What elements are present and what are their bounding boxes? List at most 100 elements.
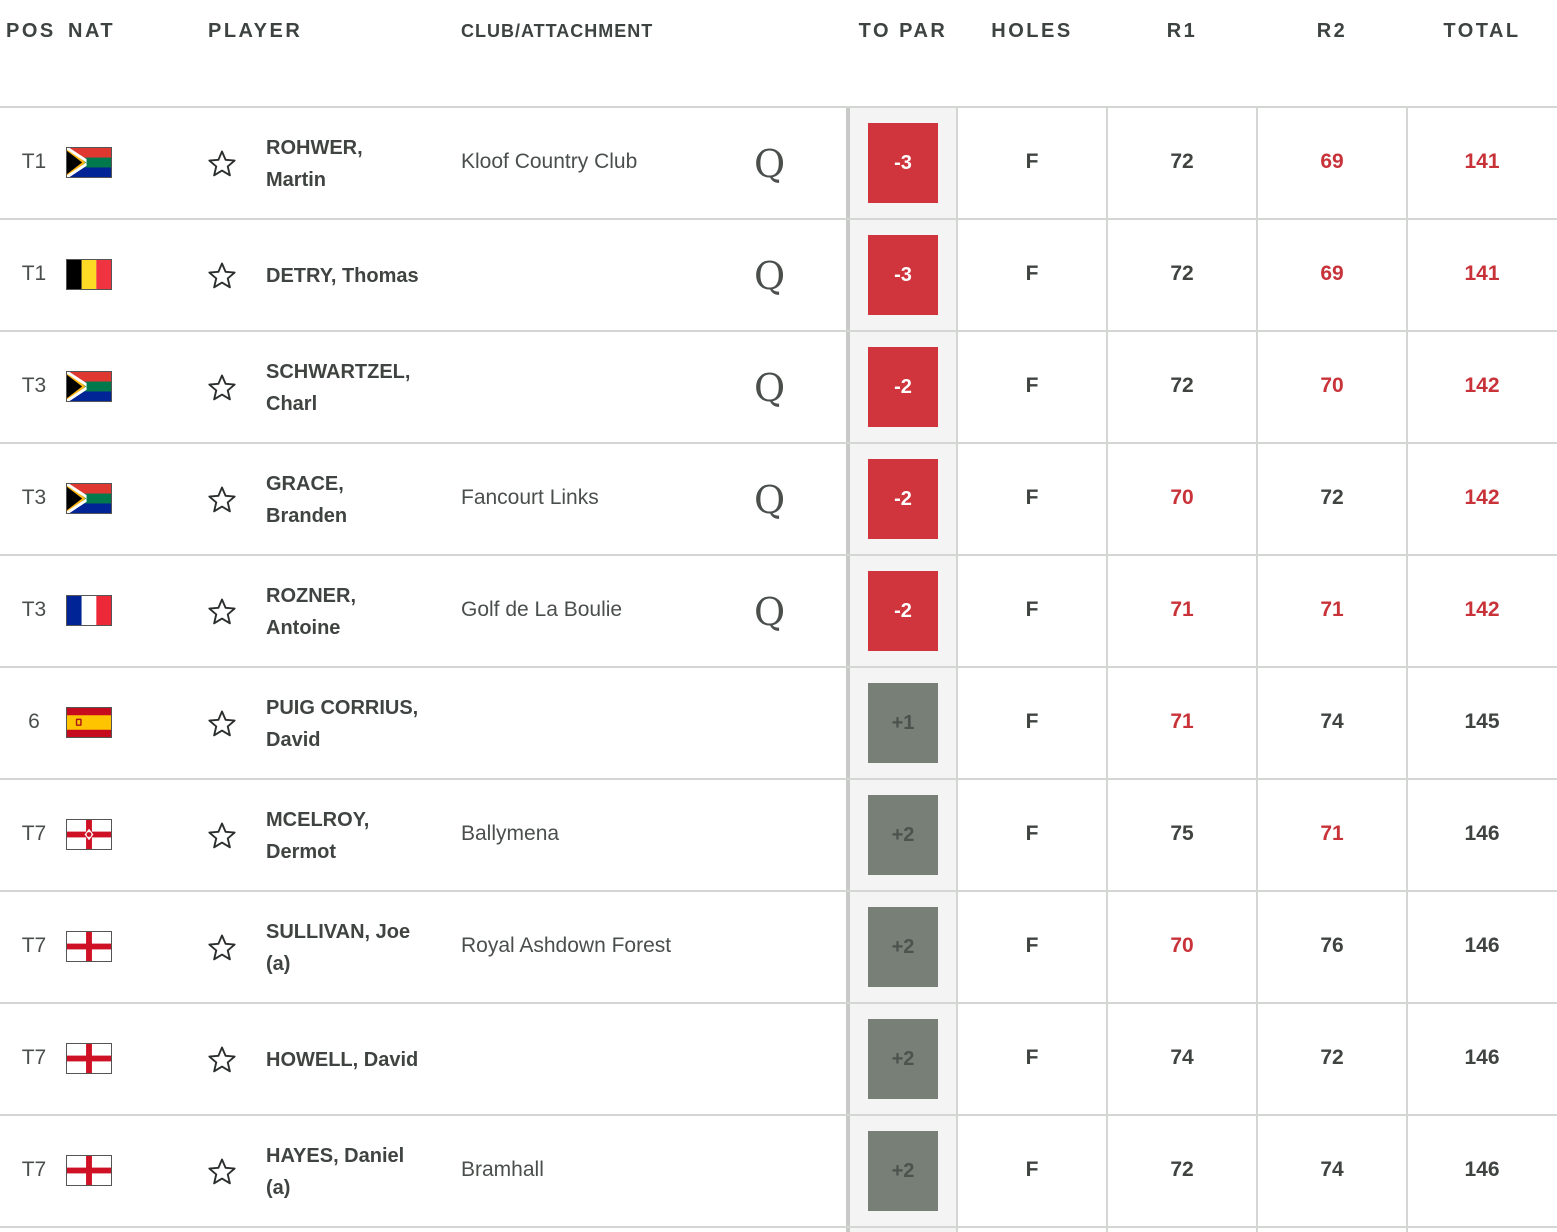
player-name-line2: Dermot bbox=[266, 841, 337, 863]
header-r2[interactable]: R2 bbox=[1316, 20, 1348, 42]
table-row[interactable]: 6 PUIG CORRIUS, David +1 F 71 74 145 bbox=[0, 668, 1557, 780]
player-name[interactable]: SULLIVAN, Joe (a) bbox=[266, 916, 451, 980]
r2-score: 69 bbox=[1320, 150, 1344, 173]
club-attachment: Ballymena bbox=[461, 822, 560, 845]
table-row[interactable]: T3 GRACE, Branden Fancourt Links Q -2 F 70 72 142 bbox=[0, 444, 1557, 556]
player-name[interactable]: ROHWER, Martin bbox=[266, 132, 451, 196]
position: 6 bbox=[28, 710, 40, 733]
player-name-line2: (a) bbox=[266, 953, 291, 975]
favorite-star-icon[interactable] bbox=[205, 260, 239, 292]
to-par-badge: -2 bbox=[868, 347, 938, 427]
row-divider bbox=[0, 666, 1557, 668]
header-total[interactable]: TOTAL bbox=[1443, 20, 1521, 42]
holes-value: F bbox=[1025, 486, 1039, 509]
table-row[interactable]: T7 HAYES, Daniel (a) Bramhall +2 F 72 74 146 bbox=[0, 1116, 1557, 1228]
r1-score: 72 bbox=[1170, 150, 1194, 173]
favorite-star-icon[interactable] bbox=[205, 708, 239, 740]
club-attachment: Royal Ashdown Forest bbox=[461, 934, 672, 957]
header-nat[interactable]: NAT bbox=[68, 20, 116, 42]
row-divider bbox=[0, 1114, 1557, 1116]
player-name-line2: David bbox=[266, 729, 321, 751]
r2-score: 72 bbox=[1320, 1046, 1344, 1069]
player-name[interactable]: HOWELL, David bbox=[266, 1049, 419, 1071]
r1-score: 75 bbox=[1170, 822, 1194, 845]
to-par-badge: -3 bbox=[868, 123, 938, 203]
club-attachment: Golf de La Boulie bbox=[461, 598, 623, 621]
player-name-line2: Charl bbox=[266, 393, 318, 415]
player-name[interactable]: SCHWARTZEL, Charl bbox=[266, 356, 451, 420]
position: T7 bbox=[21, 822, 47, 845]
table-row[interactable]: T1 DETRY, Thomas Q -3 F 72 69 141 bbox=[0, 220, 1557, 332]
favorite-star-icon[interactable] bbox=[205, 932, 239, 964]
favorite-star-icon[interactable] bbox=[205, 820, 239, 852]
eng-flag-icon bbox=[66, 1155, 112, 1186]
to-par-badge: +2 bbox=[868, 795, 938, 875]
header-pos[interactable]: POS bbox=[6, 20, 56, 42]
favorite-star-icon[interactable] bbox=[205, 372, 239, 404]
r2-score: 69 bbox=[1320, 262, 1344, 285]
player-name[interactable]: DETRY, Thomas bbox=[266, 265, 419, 287]
favorite-star-icon[interactable] bbox=[205, 1044, 239, 1076]
position: T3 bbox=[21, 598, 47, 621]
header-holes[interactable]: HOLES bbox=[991, 20, 1073, 42]
es-flag-icon bbox=[66, 707, 112, 738]
favorite-star-icon[interactable] bbox=[205, 148, 239, 180]
qualifier-icon: Q bbox=[754, 142, 786, 186]
to-par-badge: +2 bbox=[868, 1131, 938, 1211]
header-to-par[interactable]: TO PAR bbox=[858, 20, 948, 42]
table-row[interactable]: T3 SCHWARTZEL, Charl Q -2 F 72 70 142 bbox=[0, 332, 1557, 444]
row-divider bbox=[0, 778, 1557, 780]
position: T7 bbox=[21, 934, 47, 957]
player-name[interactable]: HAYES, Daniel (a) bbox=[266, 1140, 451, 1204]
row-divider bbox=[0, 554, 1557, 556]
player-name-line1: SCHWARTZEL, bbox=[266, 361, 411, 383]
table-row[interactable]: T7 MCELROY, Dermot Ballymena +2 F 75 71 146 bbox=[0, 780, 1557, 892]
r1-score: 71 bbox=[1170, 598, 1194, 621]
position: T3 bbox=[21, 486, 47, 509]
r2-score: 72 bbox=[1320, 486, 1344, 509]
player-name-line1: MCELROY, bbox=[266, 809, 370, 831]
table-row[interactable]: T3 ROZNER, Antoine Golf de La Boulie Q -2 F 71 7… bbox=[0, 556, 1557, 668]
to-par-badge: -2 bbox=[868, 571, 938, 651]
table-row[interactable]: T1 ROHWER, Martin Kloof Country Club Q -3 F 72 6… bbox=[0, 108, 1557, 220]
club-attachment: Bramhall bbox=[461, 1158, 544, 1181]
qualifier-icon: Q bbox=[754, 478, 786, 522]
be-flag-icon bbox=[66, 259, 112, 290]
player-name-line1: SULLIVAN, Joe bbox=[266, 921, 411, 943]
fr-flag-icon bbox=[66, 595, 112, 626]
to-par-badge: +2 bbox=[868, 907, 938, 987]
column-line bbox=[1406, 106, 1408, 1232]
holes-value: F bbox=[1025, 598, 1039, 621]
r2-score: 71 bbox=[1320, 598, 1344, 621]
to-par-badge: -2 bbox=[868, 459, 938, 539]
header-club[interactable]: CLUB/ATTACHMENT bbox=[461, 21, 654, 41]
total-score: 141 bbox=[1464, 150, 1500, 173]
r2-score: 74 bbox=[1320, 1158, 1344, 1181]
header-player[interactable]: PLAYER bbox=[208, 20, 303, 42]
total-score: 141 bbox=[1464, 262, 1500, 285]
favorite-star-icon[interactable] bbox=[205, 596, 239, 628]
player-name[interactable]: GRACE, Branden bbox=[266, 468, 451, 532]
player-name[interactable]: PUIG CORRIUS, David bbox=[266, 692, 451, 756]
table-row[interactable]: T7 HOWELL, David +2 F 74 72 146 bbox=[0, 1004, 1557, 1116]
table-row[interactable]: T7 SULLIVAN, Joe (a) Royal Ashdown Forest +2… bbox=[0, 892, 1557, 1004]
total-score: 142 bbox=[1464, 598, 1500, 621]
to-par-badge: -3 bbox=[868, 235, 938, 315]
r2-score: 70 bbox=[1320, 374, 1344, 397]
r1-score: 74 bbox=[1170, 1046, 1194, 1069]
total-score: 142 bbox=[1464, 374, 1500, 397]
eng-flag-icon bbox=[66, 1043, 112, 1074]
player-name[interactable]: ROZNER, Antoine bbox=[266, 580, 451, 644]
favorite-star-icon[interactable] bbox=[205, 1156, 239, 1188]
player-name[interactable]: MCELROY, Dermot bbox=[266, 804, 451, 868]
za-flag-icon bbox=[66, 483, 112, 514]
column-divider bbox=[846, 106, 850, 1232]
header-r1[interactable]: R1 bbox=[1166, 20, 1198, 42]
player-name-line1: ROHWER, bbox=[266, 137, 363, 159]
holes-value: F bbox=[1025, 710, 1039, 733]
favorite-star-icon[interactable] bbox=[205, 484, 239, 516]
player-name-line2: Antoine bbox=[266, 617, 341, 639]
position: T3 bbox=[21, 374, 47, 397]
position: T1 bbox=[21, 150, 47, 173]
total-score: 146 bbox=[1464, 822, 1500, 845]
